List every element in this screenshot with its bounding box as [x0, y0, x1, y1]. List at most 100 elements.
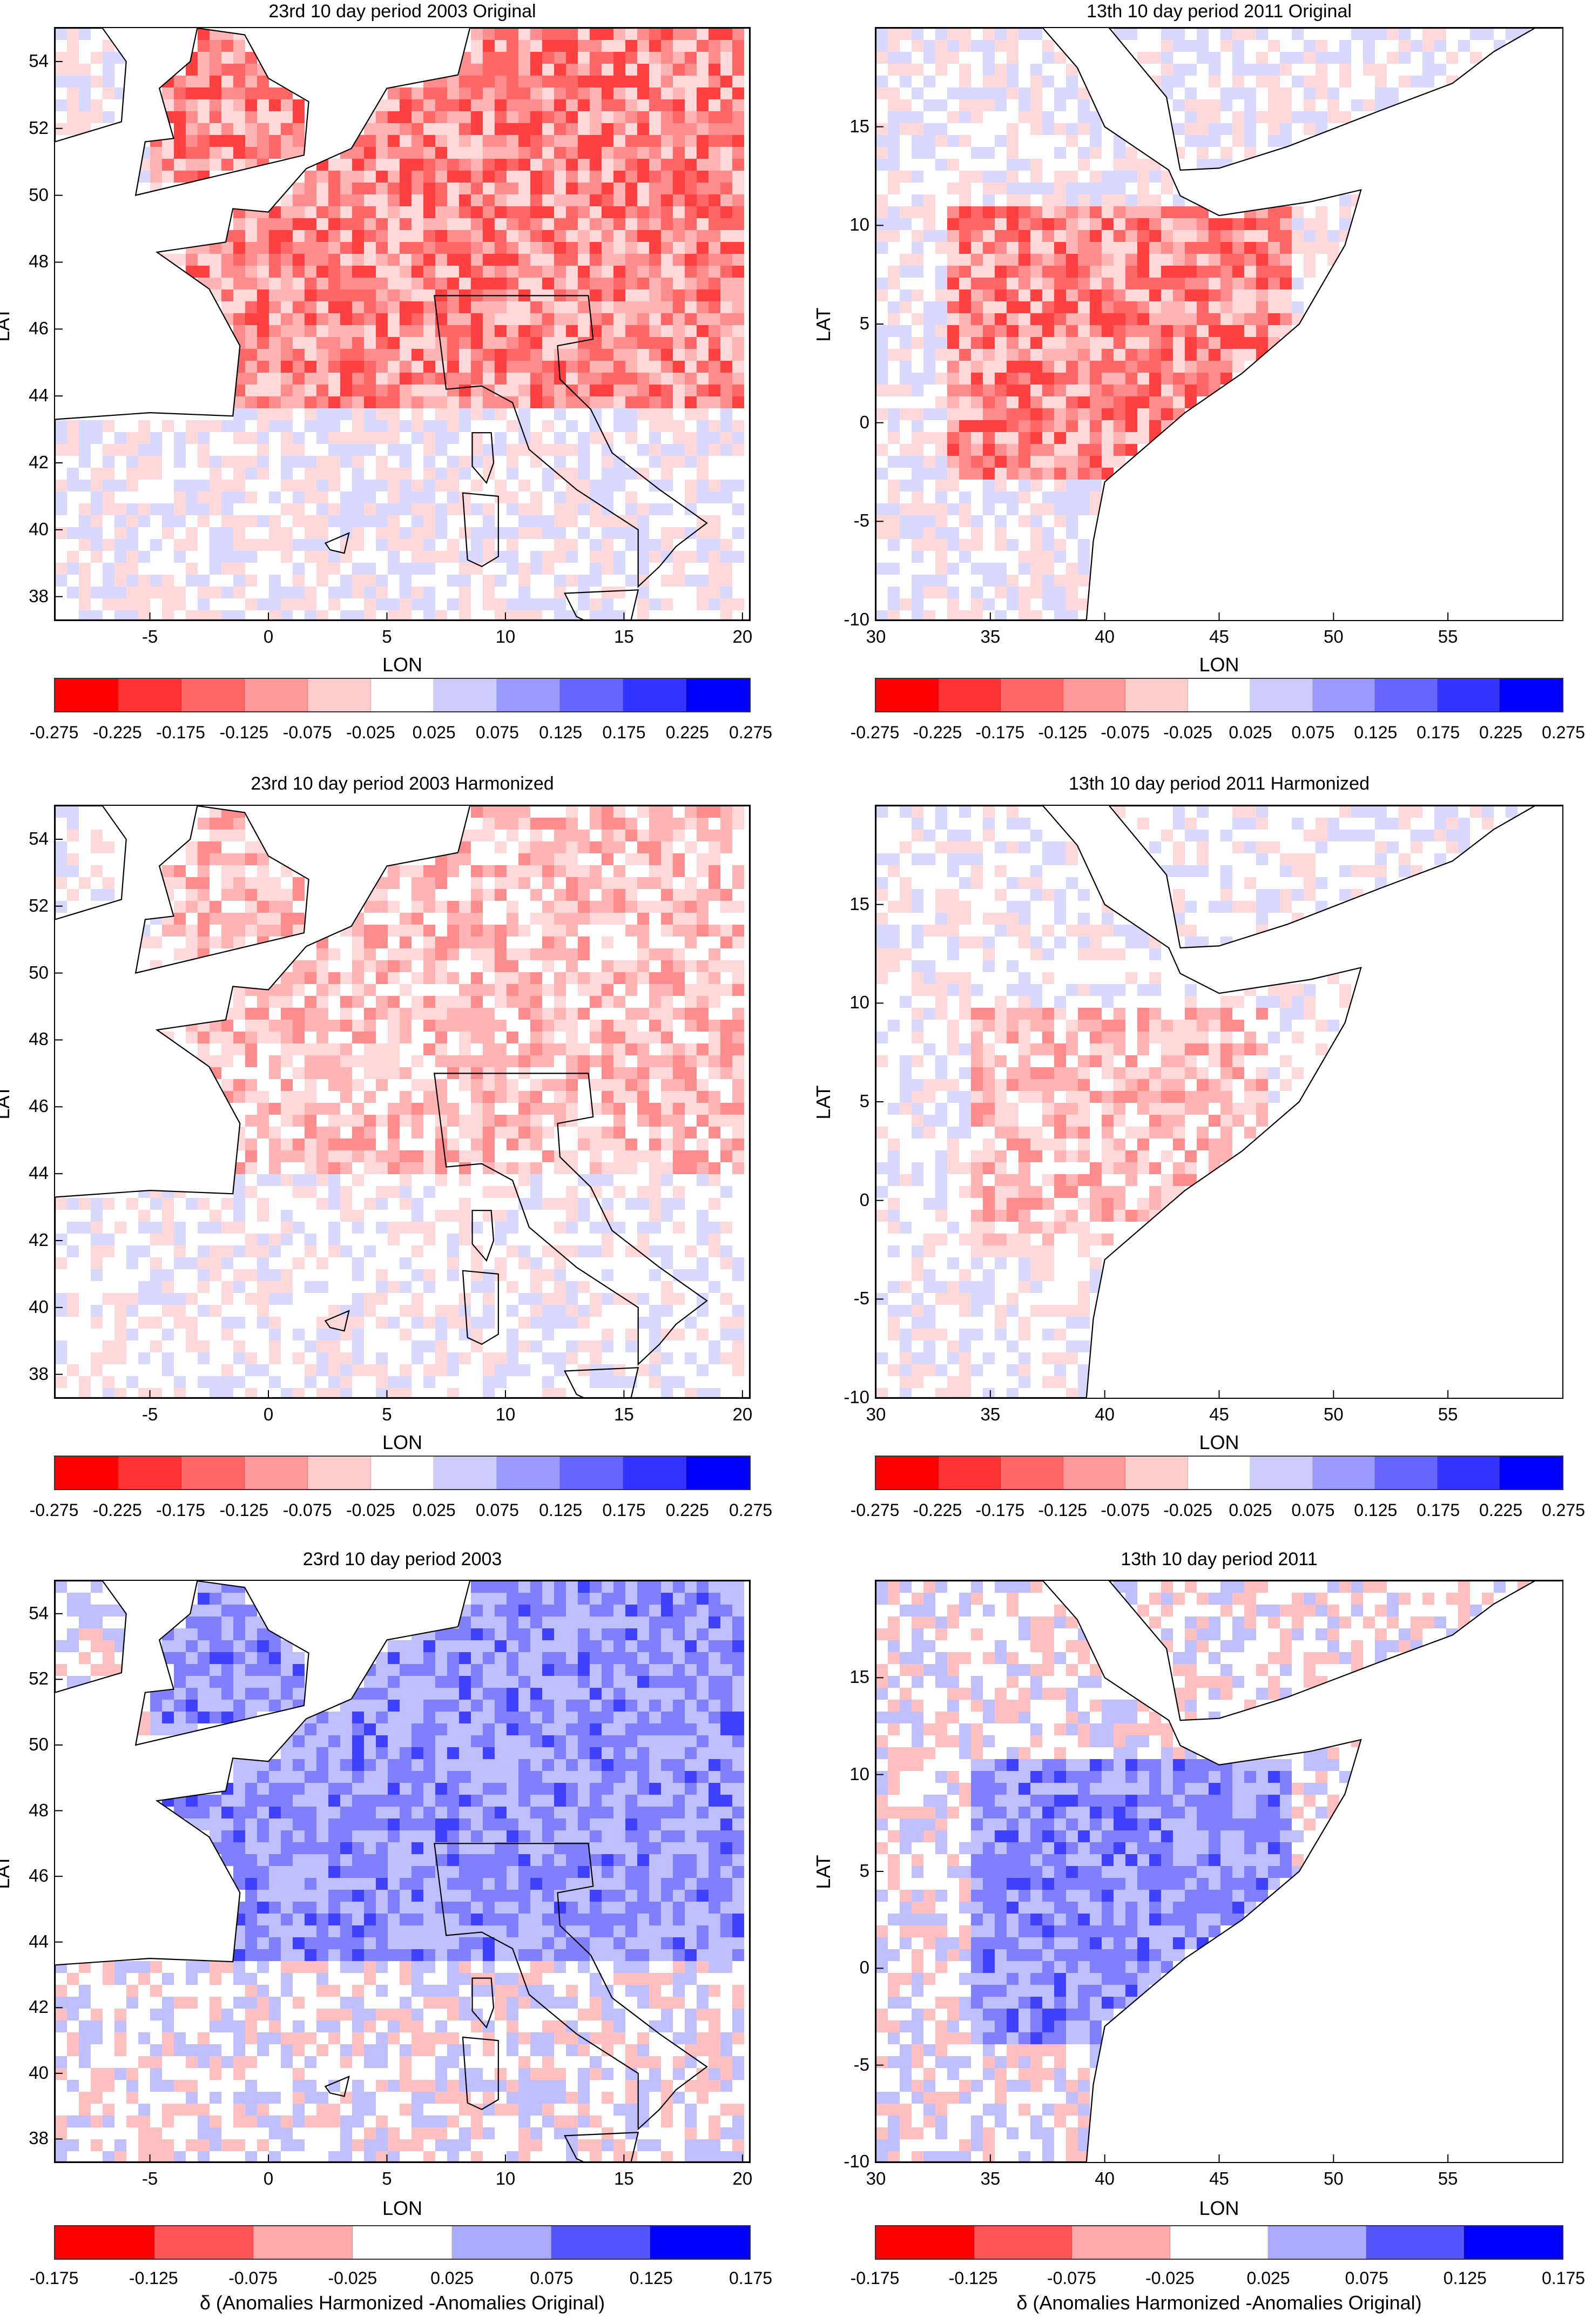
- colorbar-tick-label: 0.075: [1291, 1500, 1335, 1520]
- colorbar-swatch: [938, 1457, 1001, 1489]
- y-tick-label: 48: [29, 251, 49, 272]
- colorbar: [875, 2225, 1563, 2260]
- colorbar-swatch: [353, 2226, 452, 2259]
- colorbar-tick-label: -0.225: [913, 1500, 962, 1520]
- panel-title: 13th 10 day period 2011: [1121, 1549, 1318, 1569]
- coastline-sicily: [563, 589, 639, 620]
- colorbar-swatch: [686, 1457, 750, 1489]
- colorbar-tick-label: 0.025: [1229, 723, 1272, 742]
- colorbar-swatch: [1188, 679, 1251, 711]
- colorbar-swatch: [370, 679, 434, 711]
- colorbar-tick-label: 0.175: [1417, 723, 1460, 742]
- colorbar-tick-label: 0.275: [729, 1500, 773, 1520]
- colorbar-swatch: [497, 1457, 561, 1489]
- colorbar-tick-label: 0.125: [1354, 723, 1398, 742]
- x-tick-label: 30: [866, 1404, 886, 1424]
- colorbar-swatch: [55, 2226, 154, 2259]
- colorbar-tick-label: -0.075: [1101, 723, 1150, 742]
- y-tick-label: 0: [859, 412, 869, 432]
- colorbar-tick-label: -0.125: [219, 1500, 269, 1520]
- y-tick-label: 44: [29, 1163, 49, 1183]
- x-axis-label: LON: [1199, 2197, 1239, 2219]
- colorbar-swatch: [181, 1457, 245, 1489]
- colorbar-tick-label: -0.225: [92, 1500, 142, 1520]
- colorbar-swatch: [118, 1457, 181, 1489]
- y-tick-label: 38: [29, 585, 49, 606]
- colorbar-swatch: [560, 679, 624, 711]
- y-tick-label: 0: [859, 1957, 869, 1978]
- coastline-corsica: [471, 432, 495, 484]
- colorbar-tick-label: 0.175: [602, 1500, 646, 1520]
- y-tick-label: 40: [29, 1296, 49, 1317]
- colorbar: [875, 678, 1563, 712]
- y-tick-label: 5: [859, 1091, 869, 1111]
- colorbar-swatch: [307, 1457, 371, 1489]
- coastline-balearic-island: [324, 1310, 350, 1332]
- colorbar-swatch: [1268, 2226, 1366, 2259]
- x-tick-label: 45: [1209, 2168, 1229, 2188]
- coastline-italy: [434, 295, 708, 588]
- x-tick-label: 0: [263, 627, 274, 646]
- colorbar-swatch: [1366, 2226, 1465, 2259]
- colorbar-swatch: [974, 2226, 1073, 2259]
- x-tick-label: 50: [1323, 1404, 1344, 1424]
- colorbar-swatch: [434, 1457, 497, 1489]
- colorbar-swatch: [551, 2226, 651, 2259]
- colorbar-tick-label: 0.225: [665, 723, 709, 742]
- x-tick-label: 20: [732, 627, 753, 646]
- y-tick-label: 40: [29, 518, 49, 539]
- colorbar-swatch: [1063, 1457, 1126, 1489]
- x-tick-label: 5: [382, 1404, 392, 1424]
- colorbar-tick-label: 0.025: [1246, 2268, 1290, 2288]
- y-tick-label: 42: [29, 1229, 49, 1250]
- panel-title: 23rd 10 day period 2003 Original: [268, 1, 536, 22]
- y-tick-label: 10: [849, 992, 869, 1013]
- colorbar-tick-label: 0.075: [530, 2268, 574, 2288]
- colorbar-tick-label: 0.025: [412, 723, 456, 742]
- coastline-horn-of-africa: [876, 28, 1362, 620]
- colorbar-swatch: [1001, 1457, 1063, 1489]
- x-axis-label: LON: [382, 2197, 423, 2219]
- colorbar-tick-label: -0.125: [1038, 723, 1088, 742]
- y-tick-label: 54: [29, 1602, 49, 1623]
- y-axis-label: LAT: [812, 307, 834, 342]
- y-axis-label: LAT: [0, 1085, 14, 1120]
- coastline-sicily: [563, 2132, 639, 2162]
- y-tick-label: 50: [29, 962, 49, 982]
- x-tick-label: 40: [1095, 2168, 1115, 2188]
- anomaly-field: [876, 1581, 1529, 2162]
- y-axis-label: LAT: [0, 1855, 14, 1889]
- y-tick-label: 0: [859, 1189, 869, 1210]
- y-tick-label: 38: [29, 2128, 49, 2148]
- y-tick-label: -10: [844, 1387, 869, 1407]
- colorbar-swatch: [1001, 679, 1063, 711]
- panel-title: 13th 10 day period 2011 Original: [1087, 1, 1352, 22]
- colorbar-swatch: [1125, 1457, 1188, 1489]
- colorbar-swatch: [244, 679, 308, 711]
- colorbar-tick-label: 0.025: [1229, 1500, 1272, 1520]
- x-tick-label: 35: [980, 627, 1001, 646]
- colorbar-tick-label: -0.225: [92, 723, 142, 742]
- colorbar-tick-label: 0.175: [1417, 1500, 1460, 1520]
- colorbar-swatch: [253, 2226, 353, 2259]
- colorbar-tick-label: -0.275: [850, 1500, 900, 1520]
- coastline-great-britain: [134, 1581, 309, 1746]
- x-tick-label: 0: [263, 1404, 274, 1424]
- colorbar-tick-label: -0.075: [1047, 2268, 1096, 2288]
- x-tick-label: 15: [614, 2168, 634, 2188]
- colorbar-tick-label: 0.075: [475, 1500, 519, 1520]
- colorbar-tick-label: 0.175: [602, 723, 646, 742]
- anomaly-field: [876, 806, 1517, 1398]
- colorbar-tick-label: -0.175: [850, 2268, 900, 2288]
- x-tick-label: 45: [1209, 1404, 1229, 1424]
- colorbar-tick-label: -0.075: [282, 1500, 332, 1520]
- y-tick-label: 50: [29, 1734, 49, 1754]
- colorbar-swatch: [1072, 2226, 1170, 2259]
- colorbar-caption: δ (Anomalies Harmonized -Anomalies Origi…: [1016, 2292, 1422, 2314]
- y-tick-label: 15: [849, 1667, 869, 1687]
- y-tick-label: -10: [844, 2151, 869, 2171]
- x-tick-label: 30: [866, 627, 886, 646]
- colorbar-swatch: [497, 679, 561, 711]
- x-tick-label: 15: [614, 1404, 634, 1424]
- coastline-corsica: [471, 1210, 495, 1262]
